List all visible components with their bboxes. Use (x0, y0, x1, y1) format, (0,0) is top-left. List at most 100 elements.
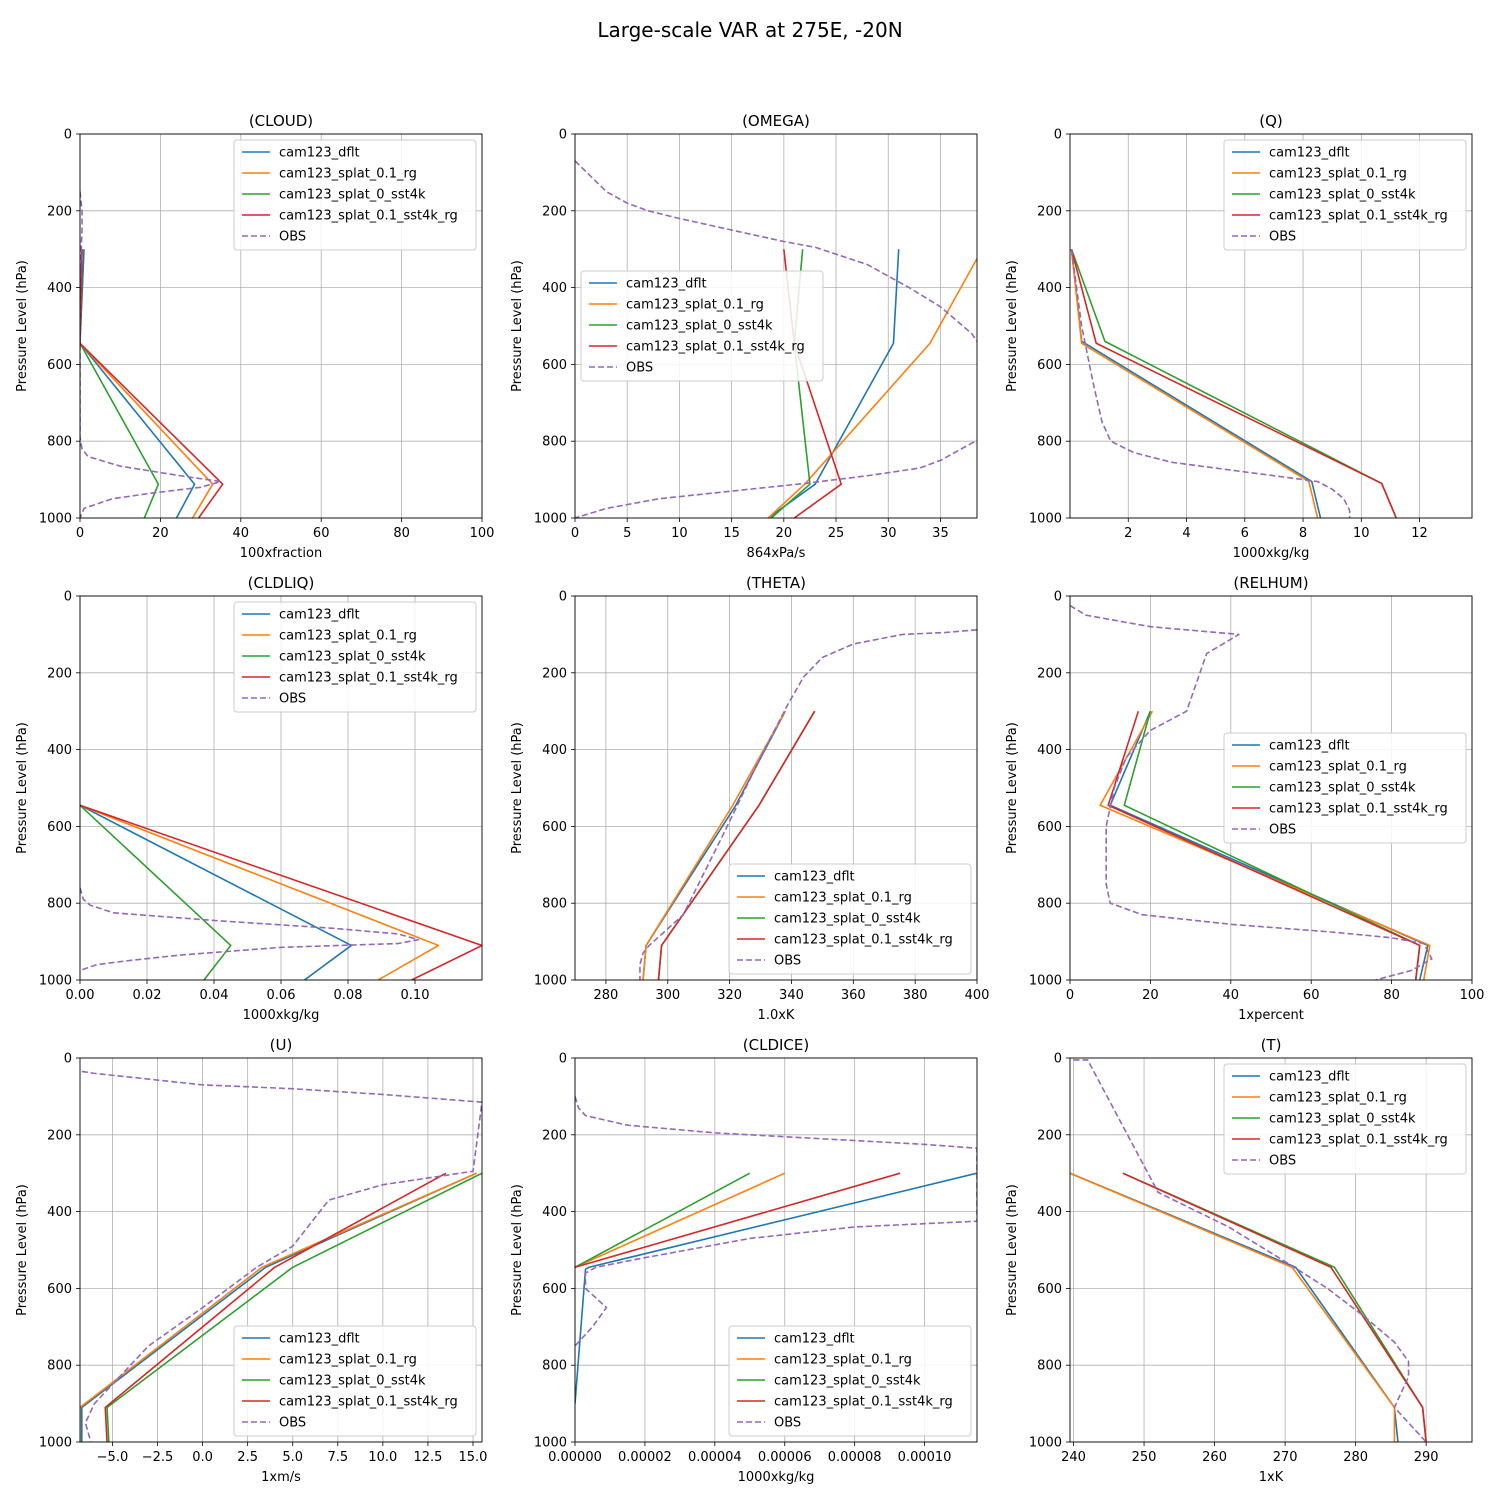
y-tick-label: 400 (1037, 1205, 1062, 1220)
y-tick-label: 1000 (39, 974, 72, 989)
y-tick-label: 0 (1054, 1052, 1062, 1067)
legend-label: OBS (1269, 230, 1296, 245)
series-line-cam123_dflt (1070, 1172, 1399, 1442)
series-group (80, 1070, 482, 1442)
panel-title: (THETA) (746, 574, 806, 592)
y-axis-label: Pressure Level (hPa) (15, 1184, 30, 1316)
legend-label: cam123_splat_0.1_rg (1269, 167, 1407, 182)
panel-title: (Q) (1259, 112, 1283, 130)
panel-title: (OMEGA) (742, 112, 810, 130)
y-tick-label: 0 (559, 128, 567, 143)
legend-label: cam123_splat_0.1_rg (1269, 760, 1407, 775)
y-tick-label: 600 (47, 358, 72, 373)
x-tick-label: 300 (655, 988, 680, 1003)
legend-box (728, 863, 972, 975)
legend-label: OBS (626, 361, 653, 376)
x-tick-label: 0.08 (334, 988, 363, 1003)
legend-label: cam123_splat_0.1_sst4k_rg (1269, 1133, 1448, 1148)
x-tick-label: 400 (965, 988, 990, 1003)
series-line-OBS (80, 887, 420, 972)
y-tick-label: 800 (47, 897, 72, 912)
legend-label: cam123_splat_0.1_rg (279, 629, 417, 644)
series-line-cam123_splat_0_sst4k (80, 249, 160, 518)
y-tick-label: 400 (47, 743, 72, 758)
panel-8: 240 250 260 270 280 290 0 200 400 600 800 1000 (T) 1x… (1005, 1036, 1473, 1485)
y-tick-label: 200 (542, 1128, 567, 1143)
legend: cam123_dflt cam123_splat_0.1_rg cam123_spl… (1223, 1063, 1467, 1175)
panel-0: 0 20 40 60 80 10002004006008001000(CLOUD)100x… (15, 112, 494, 561)
legend: cam123_dflt cam123_splat_0.1_rg cam123_spl… (1223, 732, 1467, 844)
panel-5: 0 20 40 60 80 10002004006008001000(RELHUM)1xp… (1005, 574, 1484, 1023)
legend-label: OBS (1269, 823, 1296, 838)
series-line-cam123_splat_0.1_rg (1070, 249, 1319, 518)
legend-label: cam123_splat_0.1_sst4k_rg (626, 340, 805, 355)
panel-title: (U) (270, 1036, 293, 1054)
x-tick-label: 15.0 (459, 1450, 488, 1465)
y-tick-label: 1000 (39, 512, 72, 527)
y-axis-label: Pressure Level (hPa) (510, 260, 525, 392)
legend-box (233, 1325, 477, 1437)
legend-box (728, 1325, 972, 1437)
legend: cam123_dflt cam123_splat_0.1_rg cam123_spl… (580, 270, 824, 382)
x-tick-label: 4 (1182, 526, 1190, 541)
y-tick-label: 400 (542, 1205, 567, 1220)
x-tick-label: 290 (1414, 1450, 1439, 1465)
y-tick-label: 600 (1037, 1282, 1062, 1297)
x-tick-label: 340 (779, 988, 804, 1003)
legend-label: OBS (1269, 1154, 1296, 1169)
legend-box (1223, 139, 1467, 251)
y-tick-label: 1000 (1029, 1436, 1062, 1451)
y-axis-label: Pressure Level (hPa) (1005, 260, 1020, 392)
series-group (80, 191, 224, 518)
series-line-cam123_splat_0_sst4k (1070, 248, 1397, 518)
x-tick-label: 0 (1066, 988, 1074, 1003)
x-tick-label: 80 (1383, 988, 1400, 1003)
x-tick-label: 35 (932, 526, 949, 541)
y-tick-label: 200 (1037, 204, 1062, 219)
series-line-OBS (80, 191, 222, 518)
legend-box (1223, 1063, 1467, 1175)
y-tick-label: 1000 (534, 974, 567, 989)
legend-label: cam123_splat_0.1_sst4k_rg (774, 1395, 953, 1410)
x-axis-label: 1000xkg/kg (243, 1008, 320, 1023)
y-tick-label: 600 (542, 1282, 567, 1297)
y-axis-label: Pressure Level (hPa) (510, 1184, 525, 1316)
y-tick-label: 0 (559, 590, 567, 605)
legend-label: cam123_splat_0_sst4k (1269, 781, 1416, 796)
figure-suptitle: Large-scale VAR at 275E, -20N (597, 18, 902, 42)
legend: cam123_dflt cam123_splat_0.1_rg cam123_spl… (728, 863, 972, 975)
legend-label: cam123_dflt (774, 1332, 855, 1347)
x-tick-label: 2.5 (237, 1450, 258, 1465)
series-line-cam123_splat_0.1_rg (642, 710, 786, 980)
y-tick-label: 0 (64, 128, 72, 143)
legend-label: cam123_splat_0_sst4k (626, 319, 773, 334)
x-tick-label: 60 (1303, 988, 1320, 1003)
legend-label: cam123_splat_0_sst4k (279, 188, 426, 203)
x-tick-label: 0.06 (267, 988, 296, 1003)
series-group (1070, 248, 1397, 518)
legend-label: OBS (774, 1416, 801, 1431)
y-tick-label: 800 (47, 1359, 72, 1374)
legend-label: cam123_splat_0.1_rg (1269, 1091, 1407, 1106)
legend-label: cam123_dflt (1269, 1070, 1350, 1085)
x-tick-label: 250 (1132, 1450, 1157, 1465)
series-group (1070, 1059, 1427, 1442)
y-tick-label: 600 (542, 820, 567, 835)
x-tick-label: 40 (1223, 988, 1240, 1003)
y-tick-label: 800 (47, 435, 72, 450)
x-tick-label: 5 (623, 526, 631, 541)
series-line-cam123_splat_0.1_sst4k_rg (80, 804, 482, 980)
x-tick-label: 12.5 (413, 1450, 442, 1465)
x-tick-label: 15 (723, 526, 740, 541)
y-tick-label: 800 (542, 897, 567, 912)
y-tick-label: 400 (47, 1205, 72, 1220)
y-tick-label: 400 (47, 281, 72, 296)
y-tick-label: 800 (1037, 435, 1062, 450)
legend-label: cam123_splat_0.1_sst4k_rg (279, 1395, 458, 1410)
series-line-cam123_splat_0_sst4k (106, 1172, 482, 1442)
x-axis-label: 1.0xK (758, 1008, 795, 1023)
x-axis-label: 100xfraction (240, 546, 322, 561)
x-tick-label: 100 (470, 526, 495, 541)
x-axis-label: 1xpercent (1238, 1008, 1304, 1023)
